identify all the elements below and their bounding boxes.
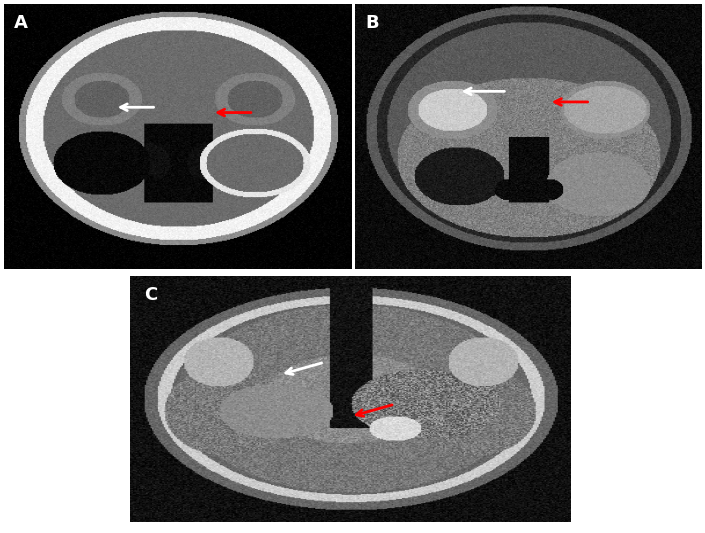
Text: B: B (365, 14, 379, 33)
Text: C: C (144, 286, 157, 304)
Text: A: A (14, 14, 27, 33)
